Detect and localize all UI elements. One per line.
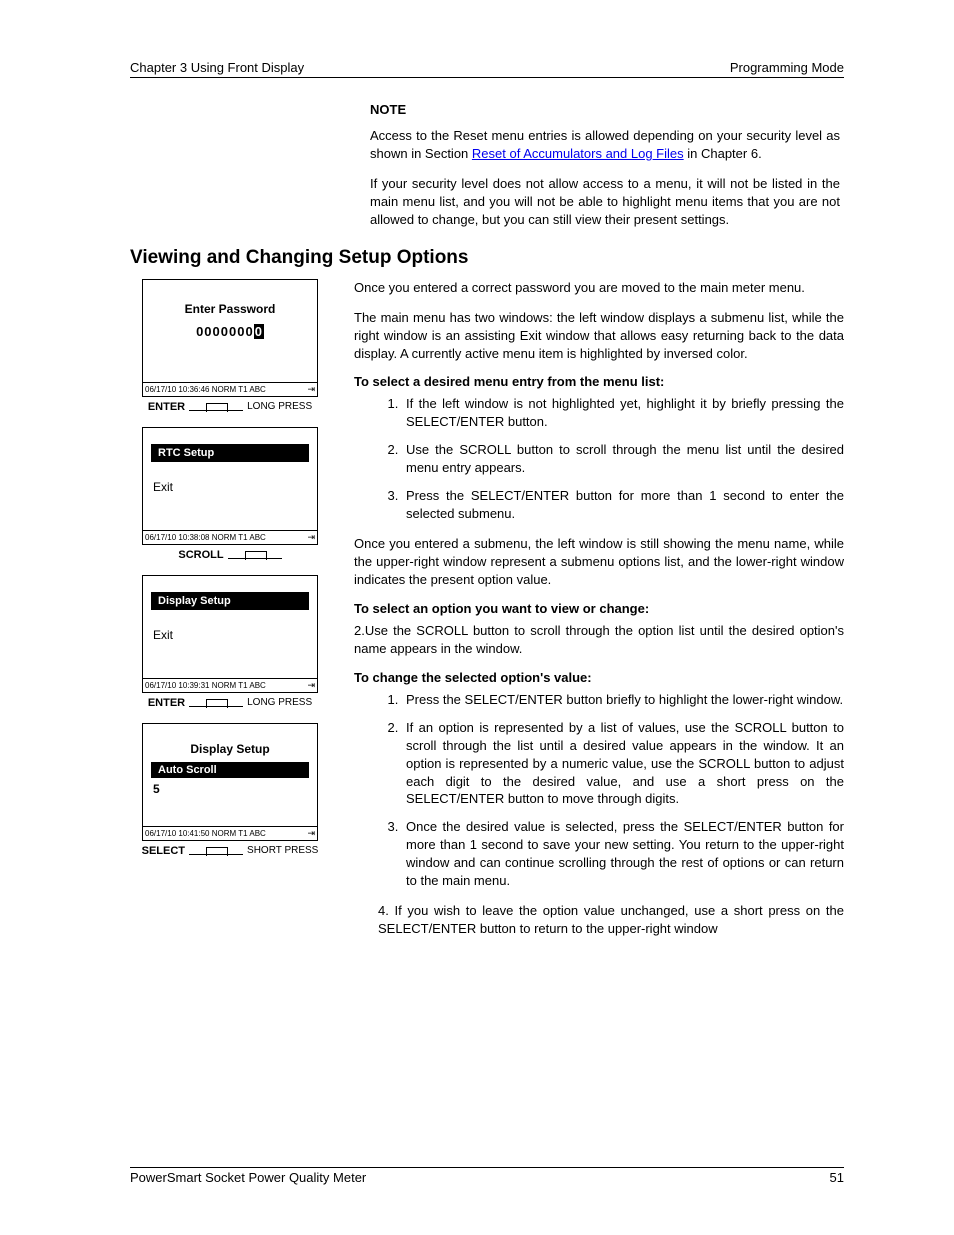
note-p1b: in Chapter 6. <box>684 146 762 161</box>
nav-arrow-icon: ⇥ <box>307 532 315 543</box>
list-select-entry: If the left window is not highlighted ye… <box>354 395 844 523</box>
list-item-4: 4. If you wish to leave the option value… <box>378 902 844 938</box>
header-right: Programming Mode <box>730 60 844 75</box>
enter-button-label: ENTER <box>148 697 185 709</box>
button-row: ENTER LONG PRESS <box>130 697 330 709</box>
pw-title: Enter Password <box>143 302 317 316</box>
button-icon <box>189 697 243 709</box>
scroll-button-label: SCROLL <box>178 549 223 561</box>
exit-label: Exit <box>153 628 307 642</box>
menu-item-rtc: RTC Setup <box>152 445 308 461</box>
press-type: LONG PRESS <box>247 401 312 412</box>
screen-auto-scroll: Display Setup Auto Scroll 5 06/17/10 10:… <box>142 723 318 841</box>
subheading-select-option: To select an option you want to view or … <box>354 601 844 616</box>
list-item: If an option is represented by a list of… <box>402 719 844 809</box>
para-intro-2: The main menu has two windows: the left … <box>354 309 844 363</box>
press-type: SHORT PRESS <box>247 845 318 856</box>
para-submenu: Once you entered a submenu, the left win… <box>354 535 844 589</box>
button-icon <box>189 845 243 857</box>
button-row: ENTER LONG PRESS <box>130 401 330 413</box>
note-title: NOTE <box>370 102 840 117</box>
submenu-title: Display Setup <box>143 742 317 756</box>
status-bar: 06/17/10 10:41:50 NORM T1 ABC ⇥ <box>143 826 317 840</box>
nav-arrow-icon: ⇥ <box>307 384 315 395</box>
menu-item-display: Display Setup <box>152 593 308 609</box>
button-icon <box>189 401 243 413</box>
note-block: NOTE Access to the Reset menu entries is… <box>370 102 844 229</box>
list-item: Once the desired value is selected, pres… <box>402 818 844 890</box>
enter-button-label: ENTER <box>148 401 185 413</box>
screen-display-setup: Display Setup Exit 06/17/10 10:39:31 NOR… <box>142 575 318 693</box>
page-header: Chapter 3 Using Front Display Programmin… <box>130 60 844 78</box>
button-icon <box>228 549 282 561</box>
note-para-1: Access to the Reset menu entries is allo… <box>370 127 840 163</box>
screen-enter-password: Enter Password 00000000 06/17/10 10:36:4… <box>142 279 318 397</box>
option-value: 5 <box>153 782 307 796</box>
exit-label: Exit <box>153 480 307 494</box>
menu-box: Display Setup <box>151 592 309 610</box>
page-footer: PowerSmart Socket Power Quality Meter 51 <box>130 1167 844 1185</box>
para-intro-1: Once you entered a correct password you … <box>354 279 844 297</box>
reset-accumulators-link[interactable]: Reset of Accumulators and Log Files <box>472 146 684 161</box>
body-text: Once you entered a correct password you … <box>354 279 844 950</box>
status-bar: 06/17/10 10:39:31 NORM T1 ABC ⇥ <box>143 678 317 692</box>
button-row: SELECT SHORT PRESS <box>130 845 330 857</box>
section-heading: Viewing and Changing Setup Options <box>130 247 844 269</box>
footer-left: PowerSmart Socket Power Quality Meter <box>130 1170 366 1185</box>
pw-value: 00000000 <box>143 324 317 339</box>
status-bar: 06/17/10 10:38:08 NORM T1 ABC ⇥ <box>143 530 317 544</box>
menu-box: RTC Setup <box>151 444 309 462</box>
nav-arrow-icon: ⇥ <box>307 828 315 839</box>
list-item: Use the SCROLL button to scroll through … <box>402 441 844 477</box>
subheading-select-entry: To select a desired menu entry from the … <box>354 374 844 389</box>
header-left: Chapter 3 Using Front Display <box>130 60 304 75</box>
screen-rtc-setup: RTC Setup Exit 06/17/10 10:38:08 NORM T1… <box>142 427 318 545</box>
option-item: Auto Scroll <box>152 763 308 777</box>
nav-arrow-icon: ⇥ <box>307 680 315 691</box>
status-bar: 06/17/10 10:36:46 NORM T1 ABC ⇥ <box>143 382 317 396</box>
para-scroll-option: 2.Use the SCROLL button to scroll throug… <box>354 622 844 658</box>
list-change-value: Press the SELECT/ENTER button briefly to… <box>354 691 844 890</box>
subheading-change-value: To change the selected option's value: <box>354 670 844 685</box>
select-button-label: SELECT <box>142 845 185 857</box>
footer-page-number: 51 <box>830 1170 844 1185</box>
press-type: LONG PRESS <box>247 697 312 708</box>
list-item: Press the SELECT/ENTER button for more t… <box>402 487 844 523</box>
note-para-2: If your security level does not allow ac… <box>370 175 840 229</box>
list-item: If the left window is not highlighted ye… <box>402 395 844 431</box>
option-box: Auto Scroll <box>151 762 309 778</box>
device-illustrations: Enter Password 00000000 06/17/10 10:36:4… <box>130 279 330 950</box>
list-item: Press the SELECT/ENTER button briefly to… <box>402 691 844 709</box>
button-row: SCROLL <box>130 549 330 561</box>
